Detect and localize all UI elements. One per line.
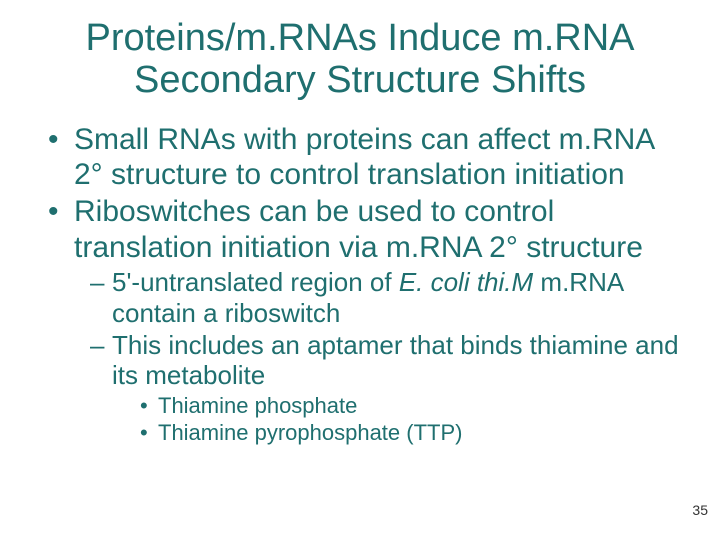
title-line-2: Secondary Structure Shifts [134, 59, 586, 101]
bullet-1: Small RNAs with proteins can affect m.RN… [48, 122, 690, 193]
subsub-list: Thiamine phosphate Thiamine pyrophosphat… [112, 393, 690, 447]
bullet-list: Small RNAs with proteins can affect m.RN… [30, 122, 690, 447]
bullet-2-text: Riboswitches can be used to control tran… [74, 195, 643, 263]
sub-list: 5'-untranslated region of E. coli thi.M … [74, 267, 690, 446]
page-number: 35 [692, 502, 708, 518]
sub-1: 5'-untranslated region of E. coli thi.M … [90, 267, 690, 328]
sub-2-text: This includes an aptamer that binds thia… [112, 330, 679, 391]
subsub-1-text: Thiamine phosphate [158, 393, 357, 418]
sub-1-pre: 5'-untranslated region of [112, 267, 399, 297]
bullet-2: Riboswitches can be used to control tran… [48, 194, 690, 446]
subsub-1: Thiamine phosphate [140, 393, 690, 419]
sub-2: This includes an aptamer that binds thia… [90, 330, 690, 447]
title-line-1: Proteins/m.RNAs Induce m.RNA [85, 17, 634, 59]
subsub-2-text: Thiamine pyrophosphate (TTP) [158, 420, 462, 445]
slide-title: Proteins/m.RNAs Induce m.RNA Secondary S… [30, 18, 690, 102]
sub-1-ital: E. coli thi.M [399, 267, 533, 297]
subsub-2: Thiamine pyrophosphate (TTP) [140, 420, 690, 446]
bullet-1-text: Small RNAs with proteins can affect m.RN… [74, 123, 654, 191]
